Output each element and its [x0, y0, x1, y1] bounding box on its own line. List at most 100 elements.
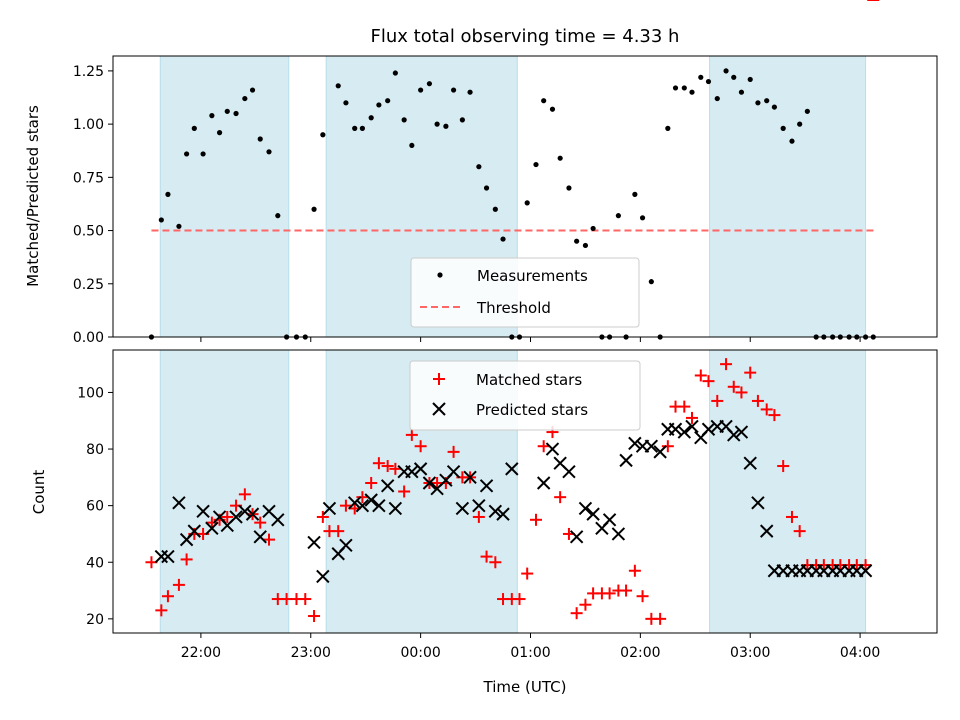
- good-interval-0: [159, 55, 290, 338]
- measurement-point: [483, 185, 490, 191]
- measurement-point: [242, 95, 248, 102]
- x-tick-label-0: 22:00: [181, 645, 221, 661]
- matched-star-point: [603, 587, 616, 600]
- measurement-point: [401, 117, 407, 123]
- matched-star-point: [711, 394, 724, 407]
- measurement-point: [714, 95, 720, 102]
- predicted-star-point: [668, 422, 683, 436]
- good-interval-2: [709, 55, 867, 338]
- bottom-legend-box: [409, 360, 641, 431]
- measurement-point: [590, 225, 596, 232]
- measurement-point: [648, 279, 654, 285]
- predicted-star-point: [161, 549, 175, 564]
- good-interval-2: [709, 349, 867, 634]
- x-tick-label-4: 02:00: [620, 645, 660, 661]
- predicted-star-point: [322, 501, 337, 516]
- predicted-star-point: [372, 498, 386, 513]
- bottom-panel: 20 40 60 80 100 22:00 23:00 00:00 01:00 02:00 03:…: [30, 0, 938, 696]
- predicted-star-point: [536, 476, 551, 490]
- predicted-star-point: [455, 501, 470, 516]
- measurement-point: [467, 89, 473, 95]
- matched-star-point: [529, 513, 542, 526]
- predicted-star-point: [734, 425, 749, 439]
- matched-star-point: [372, 457, 385, 470]
- measurement-point: [311, 206, 317, 212]
- measurement-point: [165, 191, 171, 197]
- y-tick-label-3: 80: [86, 442, 104, 458]
- y-tick-label-2: 60: [86, 499, 104, 515]
- measurement-point: [541, 98, 547, 104]
- measurement-point: [275, 213, 281, 219]
- measurement-point: [789, 138, 795, 144]
- matched-star-point: [579, 598, 592, 611]
- measurement-point: [771, 104, 777, 110]
- legend-predicted-label: Predicted stars: [476, 401, 588, 419]
- matched-star-point: [155, 604, 168, 617]
- predicted-star-point: [479, 479, 494, 493]
- predicted-star-point: [380, 479, 395, 493]
- predicted-star-point: [355, 498, 370, 513]
- measurement-point: [216, 130, 223, 136]
- measurement-point: [443, 123, 449, 129]
- measurement-point: [698, 74, 704, 80]
- x-tick-label-6: 04:00: [840, 645, 880, 661]
- matched-star-point: [768, 409, 781, 422]
- matched-star-point: [685, 411, 698, 424]
- bottom-legend: Matched stars Predicted stars: [409, 360, 641, 431]
- y-tick-label-0: 20: [86, 612, 104, 628]
- matched-star-point: [489, 556, 502, 569]
- x-axis-label: Time (UTC): [483, 678, 567, 696]
- measurement-point: [343, 100, 349, 106]
- measurement-point: [723, 68, 729, 74]
- matched-star-point: [480, 550, 493, 563]
- measurement-point: [566, 185, 572, 191]
- predicted-star-point: [463, 470, 477, 485]
- measurement-point: [632, 191, 638, 197]
- y-tick-label-2: 0.50: [73, 224, 104, 240]
- predicted-star-point: [205, 521, 219, 535]
- matched-star-point: [720, 358, 733, 371]
- measurement-point: [615, 213, 621, 219]
- predicted-star-point: [644, 439, 659, 453]
- predicted-star-point: [413, 462, 428, 476]
- measurement-point: [376, 102, 382, 108]
- measurement-point: [672, 85, 679, 91]
- measurement-point: [549, 106, 556, 112]
- matched-star-point: [751, 394, 764, 407]
- measurement-point: [738, 89, 745, 95]
- bottom-count-points: [145, 0, 880, 625]
- measurement-point: [533, 161, 539, 168]
- measurement-point: [780, 125, 786, 131]
- legend-measurement-marker: [437, 272, 443, 278]
- predicted-star-point: [271, 513, 285, 527]
- predicted-star-point: [578, 501, 593, 516]
- bottom-x-ticks: 22:00 23:00 00:00 01:00 02:00 03:00 04:00: [181, 633, 880, 661]
- measurement-point: [434, 121, 440, 127]
- measurement-point: [804, 108, 810, 114]
- matched-star-point: [654, 612, 667, 625]
- measurement-point: [681, 85, 687, 91]
- predicted-star-point: [196, 504, 210, 519]
- predicted-star-point: [685, 419, 699, 434]
- matched-star-point: [554, 491, 567, 504]
- top-legend-box: [410, 257, 640, 328]
- measurement-point: [224, 108, 230, 114]
- matched-star-point: [694, 369, 707, 382]
- matched-star-point: [316, 510, 329, 523]
- measurement-point: [359, 125, 365, 131]
- predicted-star-point: [472, 498, 486, 513]
- predicted-star-point: [619, 453, 633, 468]
- predicted-star-point: [172, 496, 186, 510]
- matched-star-point: [339, 499, 352, 512]
- matched-star-point: [332, 525, 345, 538]
- predicted-star-point: [727, 428, 741, 442]
- measurement-point: [409, 142, 415, 149]
- matched-star-point: [727, 380, 740, 393]
- y-tick-label-1: 0.25: [73, 277, 104, 293]
- measurement-point: [418, 87, 424, 93]
- measurement-point: [233, 110, 239, 117]
- matched-star-point: [263, 533, 276, 546]
- predicted-star-point: [446, 464, 461, 479]
- matched-star-point: [308, 610, 321, 623]
